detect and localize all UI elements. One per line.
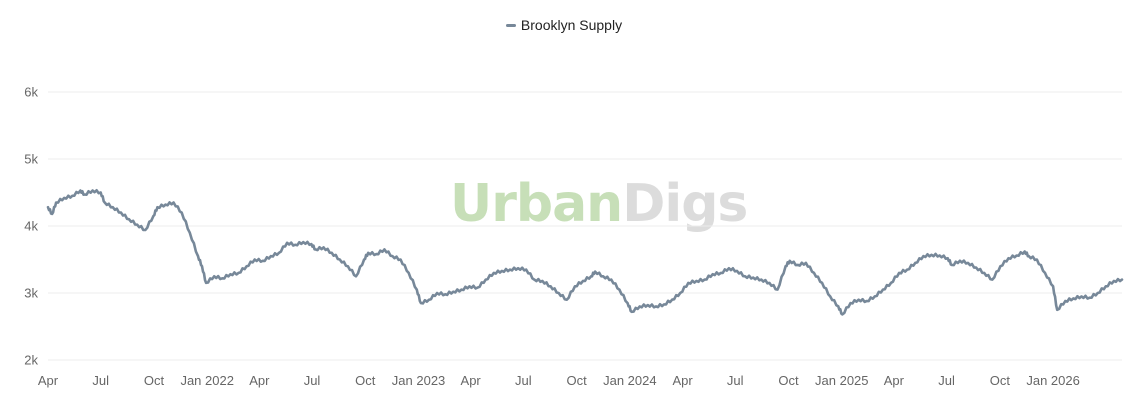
x-tick-label: Apr (249, 373, 270, 388)
y-tick-label: 4k (24, 219, 38, 234)
y-axis: 2k 3k 4k 5k 6k (24, 85, 38, 368)
x-tick-label: Oct (778, 373, 799, 388)
x-tick-label: Oct (355, 373, 376, 388)
series-layer (46, 189, 1124, 316)
x-tick-label: Jul (92, 373, 109, 388)
y-tick-label: 6k (24, 85, 38, 100)
y-tick-label: 2k (24, 353, 38, 368)
x-tick-label: Apr (461, 373, 482, 388)
x-tick-label: Oct (144, 373, 165, 388)
y-tick-label: 5k (24, 152, 38, 167)
x-tick-label: Jan 2026 (1026, 373, 1080, 388)
x-tick-label: Apr (38, 373, 59, 388)
x-tick-label: Jul (938, 373, 955, 388)
x-tick-label: Apr (672, 373, 693, 388)
x-tick-label: Apr (884, 373, 905, 388)
legend-label: Brooklyn Supply (520, 17, 623, 33)
x-tick-label: Oct (990, 373, 1011, 388)
grid-lines (48, 91, 1122, 361)
y-tick-label: 3k (24, 286, 38, 301)
legend[interactable]: Brooklyn Supply (0, 17, 1128, 33)
x-tick-label: Jan 2022 (180, 373, 234, 388)
x-tick-label: Jul (304, 373, 321, 388)
series-line-brooklyn-supply[interactable] (46, 189, 1124, 316)
x-tick-label: Jul (515, 373, 532, 388)
x-tick-label: Jul (727, 373, 744, 388)
legend-swatch (505, 23, 516, 27)
x-tick-label: Jan 2024 (603, 373, 657, 388)
x-axis: Apr Jul Oct Jan 2022 Apr Jul Oct Jan 2023 Apr Jul… (38, 373, 1080, 388)
x-tick-label: Oct (566, 373, 587, 388)
x-tick-label: Jan 2025 (815, 373, 869, 388)
x-tick-label: Jan 2023 (392, 373, 446, 388)
